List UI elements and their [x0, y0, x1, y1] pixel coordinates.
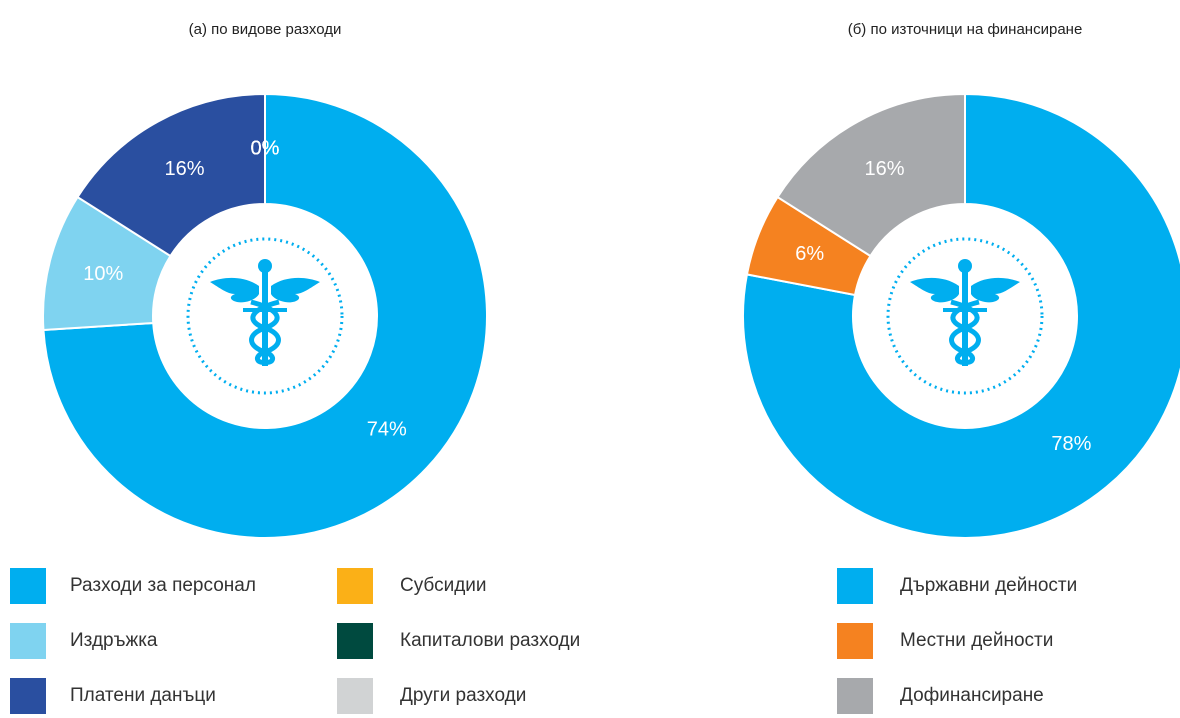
value-label: 78%: [1051, 433, 1091, 455]
donut-slice: [742, 92, 1180, 539]
legend-swatch: [337, 678, 373, 714]
value-label: 16%: [865, 158, 905, 180]
value-label: 0%: [251, 137, 280, 159]
legend-swatch: [337, 568, 373, 604]
donut-slice: [776, 92, 966, 258]
legend-label: Местни дейности: [900, 630, 1053, 651]
value-label: 10%: [83, 263, 123, 285]
legend-swatch: [10, 678, 46, 714]
legend-label: Субсидии: [400, 575, 487, 596]
legend-swatch: [10, 568, 46, 604]
donut-slice: [76, 92, 266, 258]
chart-title: (а) по видове разходи: [189, 21, 342, 38]
legend-label: Платени данъци: [70, 685, 216, 706]
legend-swatch: [837, 623, 873, 659]
value-label: 16%: [165, 158, 205, 180]
legend-swatch: [837, 678, 873, 714]
legend-label: Капиталови разходи: [400, 630, 580, 651]
legend-swatch: [837, 568, 873, 604]
chart-title: (б) по източници на финансиране: [848, 21, 1083, 38]
value-label: 0%: [251, 137, 280, 159]
legend-label: Издръжка: [70, 630, 158, 651]
donut-slice: [42, 92, 488, 539]
legend-label: Държавни дейности: [900, 575, 1077, 596]
legend-label: Дофинансиране: [900, 685, 1044, 706]
value-label: 74%: [367, 419, 407, 441]
value-label: 6%: [795, 243, 824, 265]
legend-label: Разходи за персонал: [70, 575, 256, 596]
legend-swatch: [337, 623, 373, 659]
value-label: 0%: [251, 137, 280, 159]
legend-label: Други разходи: [400, 685, 526, 706]
legend-swatch: [10, 623, 46, 659]
